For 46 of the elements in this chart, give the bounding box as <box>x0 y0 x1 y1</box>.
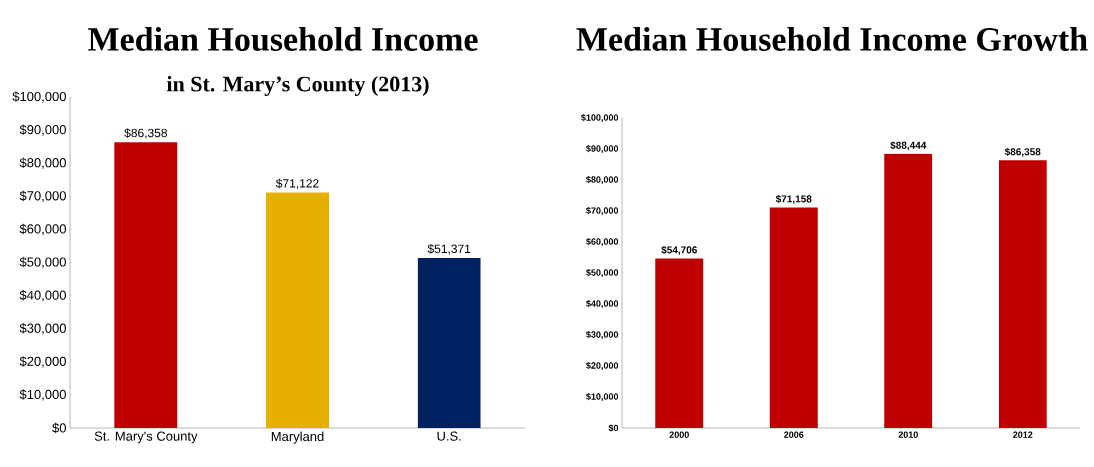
y-tick-label: $60,000 <box>586 237 619 247</box>
x-tick-label: Maryland <box>271 431 324 444</box>
bar <box>884 153 933 428</box>
bar <box>655 258 704 428</box>
data-label: $71,158 <box>775 194 812 204</box>
x-tick-label: 2006 <box>784 431 804 438</box>
y-tick-label: $40,000 <box>19 289 66 302</box>
y-tick-label: $90,000 <box>19 124 66 136</box>
x-tick-label: St. Mary's County <box>94 431 198 444</box>
bar <box>266 192 330 428</box>
chart-title: Median Household Income Growth <box>576 27 1088 51</box>
bar <box>998 160 1047 428</box>
data-label: $71,122 <box>275 178 319 190</box>
y-tick-label: $80,000 <box>586 175 619 185</box>
y-tick-label: $60,000 <box>19 223 66 236</box>
y-tick-label: $100,000 <box>12 91 66 103</box>
y-tick-label: $50,000 <box>19 256 66 269</box>
bar <box>417 257 481 428</box>
y-tick-label: $10,000 <box>586 392 619 402</box>
y-tick-label: $30,000 <box>586 330 619 340</box>
data-label: $86,358 <box>124 128 167 139</box>
chart-title: Median Household Income <box>88 27 478 51</box>
data-label: $54,706 <box>661 245 697 255</box>
data-label: $88,444 <box>890 141 927 151</box>
chart-subtitle: in St. Mary’s County (2013) <box>166 76 429 97</box>
y-tick-label: $100,000 <box>581 113 619 123</box>
y-tick-label: $80,000 <box>19 157 66 169</box>
y-tick-label: $70,000 <box>586 206 619 216</box>
x-tick-label: 2012 <box>1013 431 1033 438</box>
x-tick-label: 2010 <box>898 431 918 438</box>
x-tick-label: U.S. <box>437 431 461 441</box>
data-label: $51,371 <box>427 244 471 255</box>
bar <box>769 207 818 428</box>
x-tick-label: 2000 <box>669 431 689 438</box>
y-tick-label: $20,000 <box>19 356 66 368</box>
y-tick-label: $30,000 <box>19 323 66 335</box>
data-label: $86,358 <box>1004 147 1041 157</box>
y-tick-label: $10,000 <box>19 389 66 401</box>
y-tick-label: $90,000 <box>586 144 619 154</box>
y-tick-label: $70,000 <box>19 190 66 202</box>
y-tick-label: $0 <box>52 422 66 434</box>
y-tick-label: $0 <box>608 424 619 432</box>
y-tick-label: $20,000 <box>586 361 619 371</box>
y-tick-label: $50,000 <box>586 268 619 278</box>
bar <box>114 142 178 428</box>
y-tick-label: $40,000 <box>586 299 619 309</box>
